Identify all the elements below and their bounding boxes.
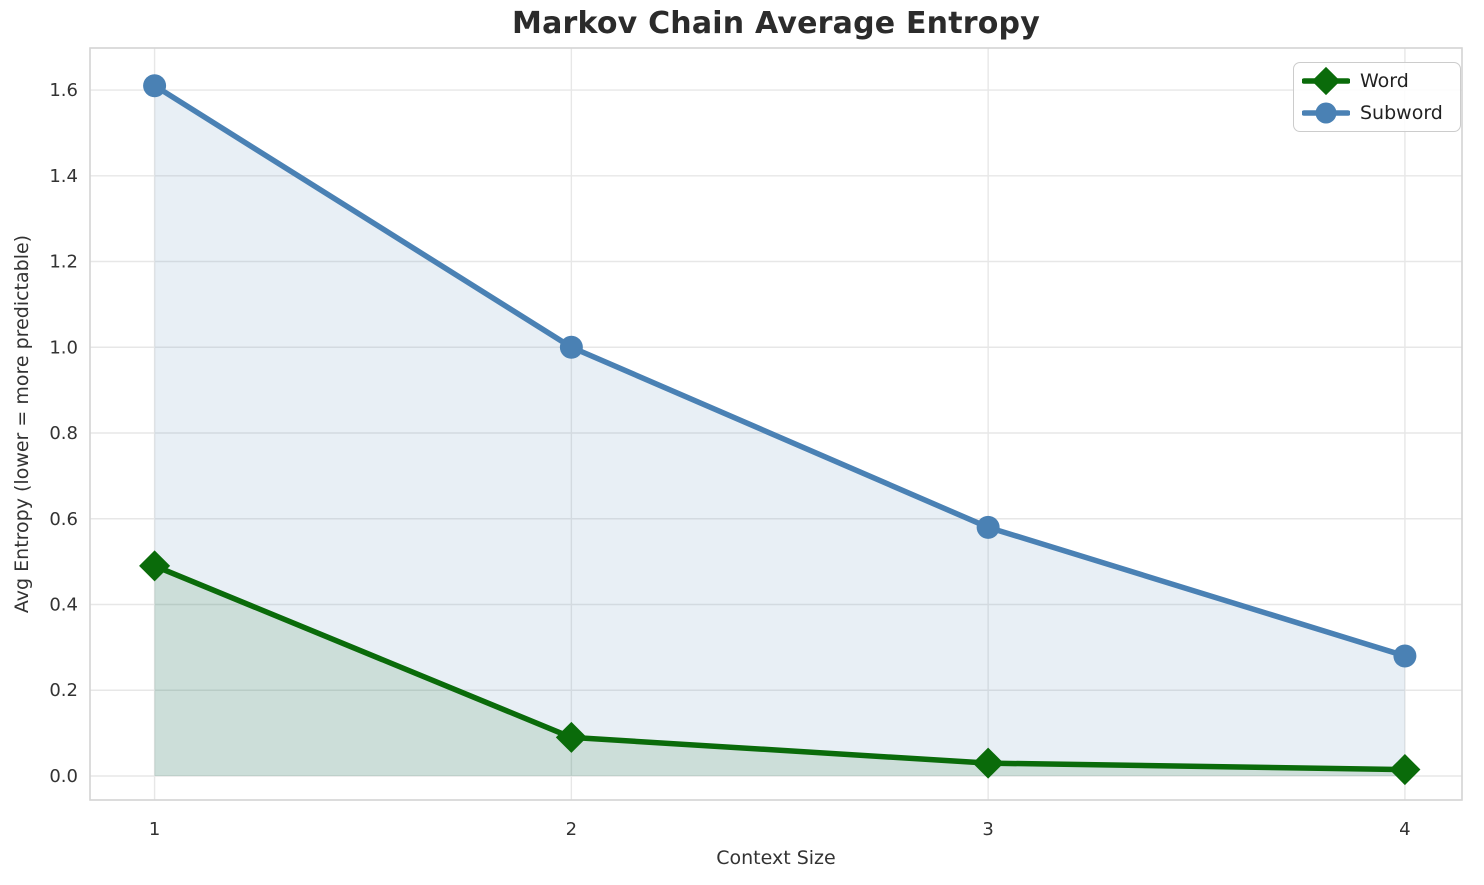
x-axis-label: Context Size [716, 847, 836, 869]
word-marker [1389, 754, 1421, 786]
x-tick-label: 2 [566, 819, 577, 840]
word-marker [555, 721, 587, 753]
y-tick-label: 0.8 [49, 423, 78, 444]
word-area [154, 565, 1405, 776]
word-line [151, 563, 1408, 773]
subword-marker [559, 335, 583, 359]
y-tick-label: 1.6 [49, 80, 78, 101]
legend-item-subword: Subword [1302, 97, 1452, 129]
x-tick-label: 1 [149, 819, 160, 840]
subword-line [151, 82, 1408, 659]
legend-item-word: Word [1302, 65, 1452, 97]
x-tick-label: 4 [1399, 819, 1410, 840]
plot-border [89, 47, 1463, 801]
diamond-marker-icon [1302, 66, 1350, 96]
subword-marker [1393, 644, 1417, 668]
circle-marker-icon [1302, 102, 1350, 124]
y-tick-label: 0.4 [49, 594, 78, 615]
y-axis-label: Avg Entropy (lower = more predictable) [11, 234, 33, 614]
y-tick-label: 0.2 [49, 680, 78, 701]
chart-title: Markov Chain Average Entropy [512, 6, 1040, 41]
y-tick-label: 1.4 [49, 166, 78, 187]
legend-marker-sample [1311, 66, 1341, 96]
y-tick-label: 0.0 [49, 766, 78, 787]
legend-marker-sample [1315, 102, 1337, 124]
subword-marker [143, 74, 167, 98]
y-tick-label: 1.0 [49, 337, 78, 358]
subword-marker [976, 515, 1000, 539]
subword-area [154, 85, 1405, 776]
legend: Word Subword [1293, 62, 1461, 132]
y-tick-label: 1.2 [49, 252, 78, 273]
word-marker [139, 550, 171, 582]
legend-label-subword: Subword [1360, 102, 1443, 124]
word-marker [972, 747, 1004, 779]
x-tick-label: 3 [982, 819, 993, 840]
y-tick-label: 0.6 [49, 509, 78, 530]
legend-label-word: Word [1360, 70, 1409, 92]
